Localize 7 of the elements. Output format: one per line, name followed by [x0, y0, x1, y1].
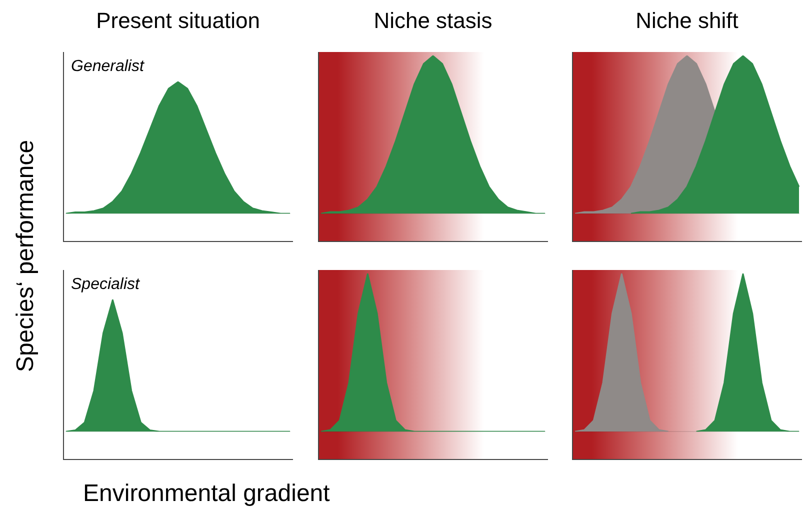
chart-title: Niche shift: [634, 8, 740, 34]
text: Specialist: [71, 276, 140, 294]
chart-title: Present situation: [95, 8, 261, 34]
x-axis-title: Environmental gradient: [83, 480, 330, 508]
text: Generalist: [71, 58, 144, 76]
y-axis-title: Species‘ performance: [12, 140, 40, 372]
chart-title: Niche stasis: [372, 8, 494, 34]
